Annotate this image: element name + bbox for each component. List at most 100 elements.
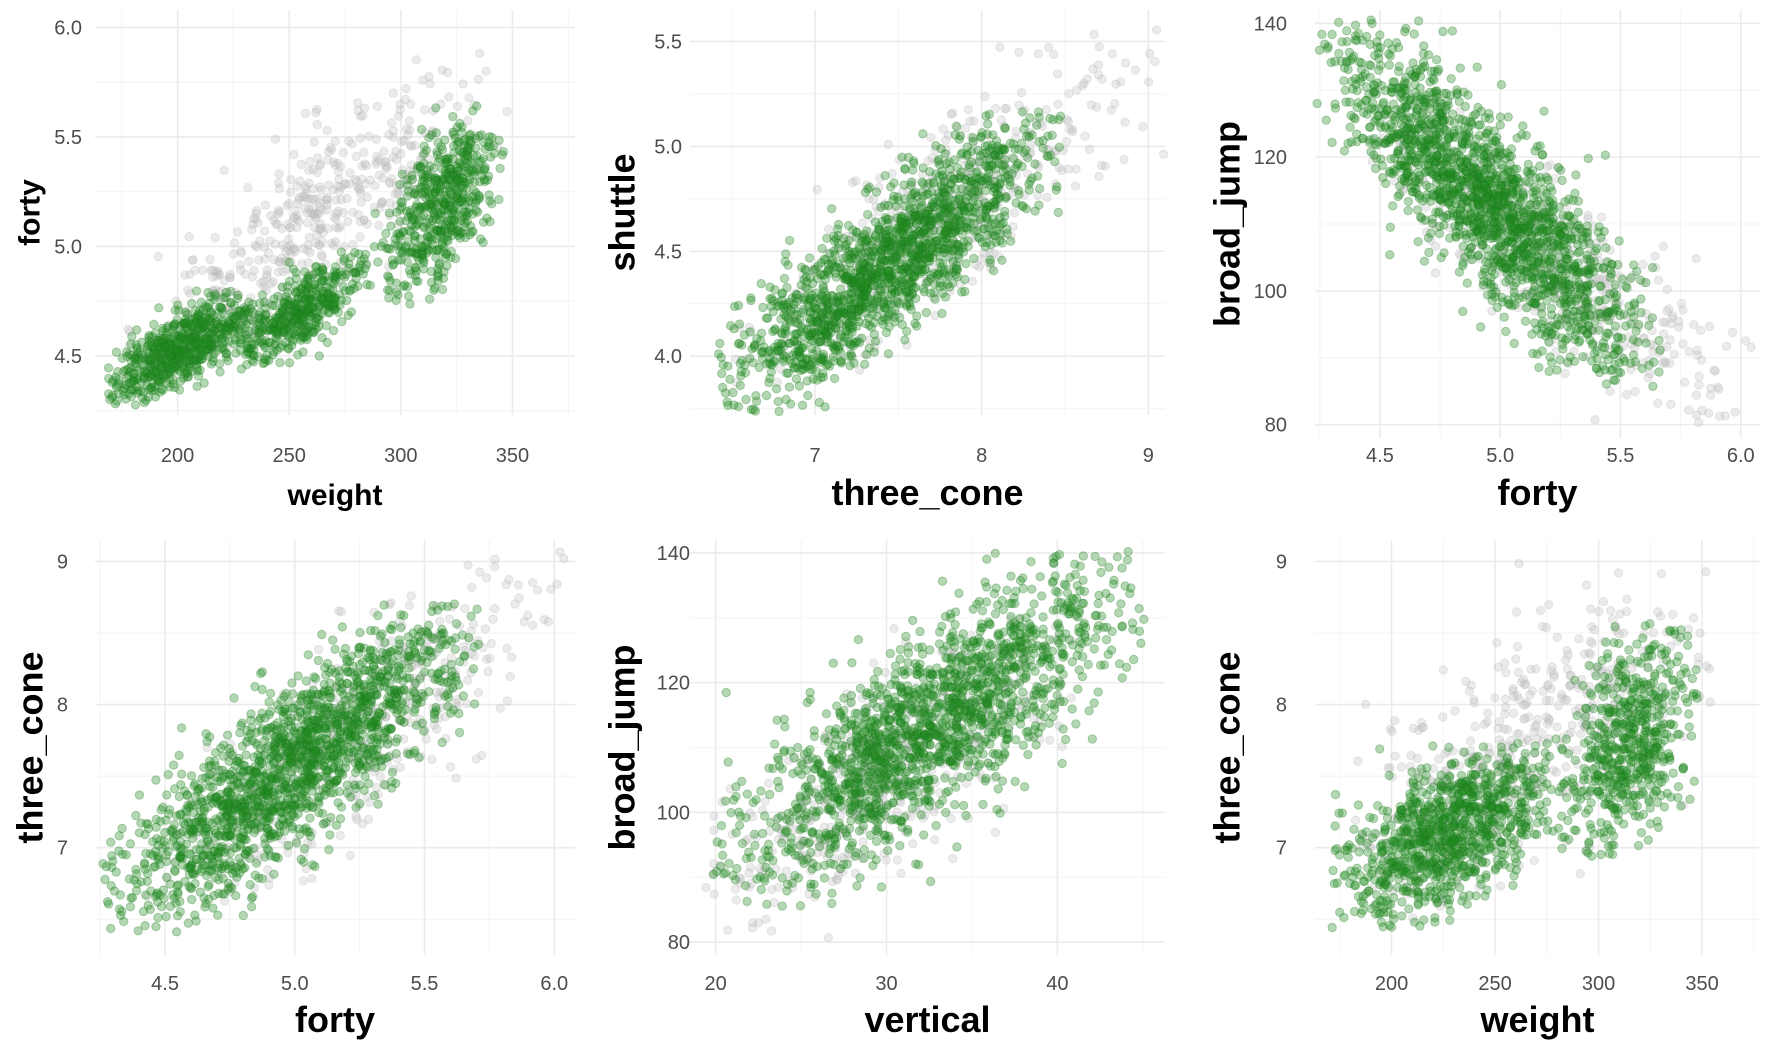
data-point — [339, 149, 347, 157]
data-point — [1043, 193, 1051, 201]
data-point — [1579, 353, 1587, 361]
data-point — [412, 56, 420, 64]
data-point — [919, 130, 927, 138]
data-point — [996, 236, 1004, 244]
data-point — [880, 239, 888, 247]
data-point — [797, 328, 805, 336]
data-point — [323, 206, 331, 214]
data-point — [412, 267, 420, 275]
data-point — [1597, 213, 1605, 221]
data-point — [449, 112, 457, 120]
data-point — [199, 266, 207, 274]
data-point — [898, 270, 906, 278]
data-point — [1095, 43, 1103, 51]
data-point — [930, 280, 938, 288]
data-point — [961, 175, 969, 183]
data-point — [1695, 381, 1703, 389]
data-point — [768, 294, 776, 302]
data-point — [258, 291, 266, 299]
data-point — [1602, 244, 1610, 252]
data-point — [1343, 27, 1351, 35]
data-point — [884, 215, 892, 223]
data-point — [284, 345, 292, 353]
data-point — [881, 172, 889, 180]
data-point — [303, 335, 311, 343]
data-point — [896, 300, 904, 308]
data-point — [888, 242, 896, 250]
data-point — [979, 149, 987, 157]
data-point — [937, 181, 945, 189]
data-point — [1055, 143, 1063, 151]
data-point — [453, 102, 461, 110]
data-point — [870, 330, 878, 338]
data-point — [378, 174, 386, 182]
data-point — [332, 273, 340, 281]
data-point — [133, 326, 141, 334]
data-point — [945, 245, 953, 253]
data-point — [294, 299, 302, 307]
data-point — [747, 294, 755, 302]
data-point — [403, 258, 411, 266]
data-point — [152, 368, 160, 376]
data-point — [389, 261, 397, 269]
data-point — [918, 188, 926, 196]
data-point — [997, 116, 1005, 124]
data-point — [1477, 323, 1485, 331]
data-point — [806, 361, 814, 369]
data-point — [918, 245, 926, 253]
data-point — [1644, 373, 1652, 381]
y-tick-label: 5.0 — [54, 236, 82, 258]
data-point — [269, 347, 277, 355]
data-point — [820, 271, 828, 279]
data-point — [453, 140, 461, 148]
data-point — [331, 306, 339, 314]
data-point — [331, 238, 339, 246]
data-point — [742, 395, 750, 403]
data-point — [375, 221, 383, 229]
data-point — [475, 157, 483, 165]
data-point — [963, 143, 971, 151]
data-point — [842, 276, 850, 284]
data-point — [1497, 81, 1505, 89]
data-point — [192, 287, 200, 295]
data-point — [441, 254, 449, 262]
data-point — [757, 337, 765, 345]
data-point — [334, 159, 342, 167]
data-point — [194, 340, 202, 348]
data-point — [952, 264, 960, 272]
data-point — [1476, 121, 1484, 129]
data-point — [346, 169, 354, 177]
data-point — [828, 205, 836, 213]
data-point — [374, 258, 382, 266]
data-point — [1033, 121, 1041, 129]
data-point — [495, 136, 503, 144]
data-point — [1389, 202, 1397, 210]
data-point — [782, 369, 790, 377]
data-point — [425, 134, 433, 142]
data-point — [269, 319, 277, 327]
data-point — [882, 328, 890, 336]
data-point — [378, 198, 386, 206]
data-point — [413, 191, 421, 199]
data-point — [724, 401, 732, 409]
data-point — [1039, 144, 1047, 152]
data-point — [1033, 172, 1041, 180]
data-point — [1044, 152, 1052, 160]
data-point — [469, 210, 477, 218]
data-point — [804, 391, 812, 399]
x-tick-label: 9 — [1143, 445, 1154, 467]
data-point — [291, 207, 299, 215]
data-point — [1639, 260, 1647, 268]
data-point — [926, 271, 934, 279]
data-point — [951, 131, 959, 139]
data-point — [465, 94, 473, 102]
data-point — [871, 218, 879, 226]
data-point — [233, 228, 241, 236]
data-point — [945, 221, 953, 229]
data-point — [1078, 81, 1086, 89]
data-point — [302, 185, 310, 193]
data-point — [813, 185, 821, 193]
data-point — [978, 129, 986, 137]
data-point — [1425, 248, 1433, 256]
